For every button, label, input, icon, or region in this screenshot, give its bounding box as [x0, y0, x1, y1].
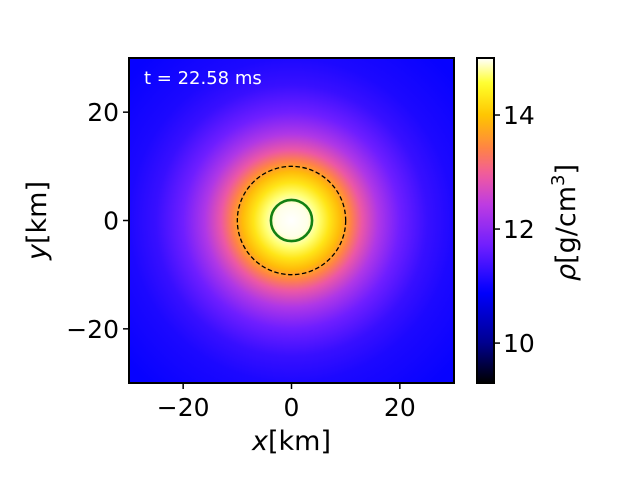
y-axis: −20 0 20 [66, 98, 129, 344]
time-annotation: t = 22.58 ms [144, 68, 262, 89]
colorbar: 10 12 14 [476, 57, 535, 384]
colorbar-tick-label: 14 [503, 101, 535, 130]
dashed-contour [236, 165, 347, 276]
x-axis-label: x[km] [251, 426, 331, 457]
x-axis-label-var: x [251, 426, 269, 457]
x-axis-label-unit: [km] [268, 426, 331, 457]
colorbar-frame [476, 57, 495, 384]
colorbar-label-sup: 3 [548, 175, 569, 186]
x-tick-label: −20 [157, 393, 210, 422]
x-axis: −20 0 20 [157, 383, 416, 422]
y-axis-label: y[km] [22, 181, 53, 261]
colorbar-tick-label: 12 [503, 215, 535, 244]
colorbar-label-unit: [g/cm [551, 186, 582, 264]
colorbar-label-var: ρ [551, 264, 582, 281]
colorbar-ticks: 10 12 14 [494, 101, 535, 358]
y-tick-label: −20 [66, 315, 119, 344]
contour-layer [236, 165, 347, 276]
x-tick-label: 20 [384, 393, 416, 422]
y-axis-label-var: y [22, 243, 53, 261]
y-tick-label: 0 [103, 207, 119, 236]
colorbar-tick-label: 10 [503, 329, 535, 358]
heatmap-panel: t = 22.58 ms [128, 57, 455, 384]
colorbar-label-close: ] [551, 164, 582, 175]
colorbar-scale [477, 58, 494, 383]
y-axis-label-unit: [km] [22, 181, 53, 244]
colorbar-label: ρ[g/cm3] [548, 164, 582, 281]
heatmap-field [129, 58, 454, 383]
x-tick-label: 0 [284, 393, 300, 422]
y-tick-label: 20 [87, 98, 119, 127]
solid-contour [269, 198, 314, 243]
